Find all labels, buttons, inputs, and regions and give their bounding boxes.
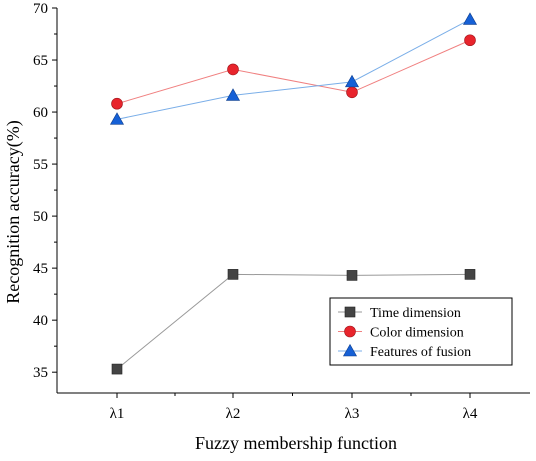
series-line [116,19,471,120]
data-point [111,363,123,375]
series-square [111,269,476,375]
data-point [227,269,239,280]
data-point [464,269,476,280]
data-point [111,97,123,110]
data-point [464,34,476,47]
series-triangle [109,12,478,125]
y-axis-title: Recognition accuracy(%) [3,120,24,303]
x-axis-title: Fuzzy membership function [195,433,397,453]
legend-label: Time dimension [370,306,461,321]
legend-label: Color dimension [370,326,464,341]
data-point [227,63,239,76]
legend-marker [344,306,356,318]
x-tick-label: λ1 [110,406,125,422]
data-point [462,12,478,25]
y-tick-label: 70 [33,1,48,17]
y-tick-label: 45 [33,261,48,277]
y-tick-label: 55 [33,157,48,173]
x-tick-label: λ2 [226,406,241,422]
series-line [116,273,471,370]
data-point [346,270,358,281]
y-tick-label: 50 [33,209,48,225]
chart-series [109,12,478,375]
legend-label: Features of fusion [370,345,471,360]
data-point [225,88,241,101]
data-point [344,74,360,88]
series-line [116,39,471,105]
data-point [346,86,358,99]
y-tick-label: 65 [33,53,48,69]
legend-marker [342,343,358,357]
y-tick-label: 35 [33,365,48,381]
x-tick-label: λ4 [463,406,478,422]
chart-legend: Time dimension Color dimension Features of… [329,297,513,366]
chart-axes: 35 40 45 50 55 60 65 70 λ1 λ2 λ3 λ4 [33,1,530,422]
legend-marker [344,325,356,338]
data-point [109,112,125,125]
x-tick-label: λ3 [345,406,360,422]
y-tick-label: 40 [33,313,48,329]
y-tick-label: 60 [33,105,48,121]
series-circle [111,34,476,110]
